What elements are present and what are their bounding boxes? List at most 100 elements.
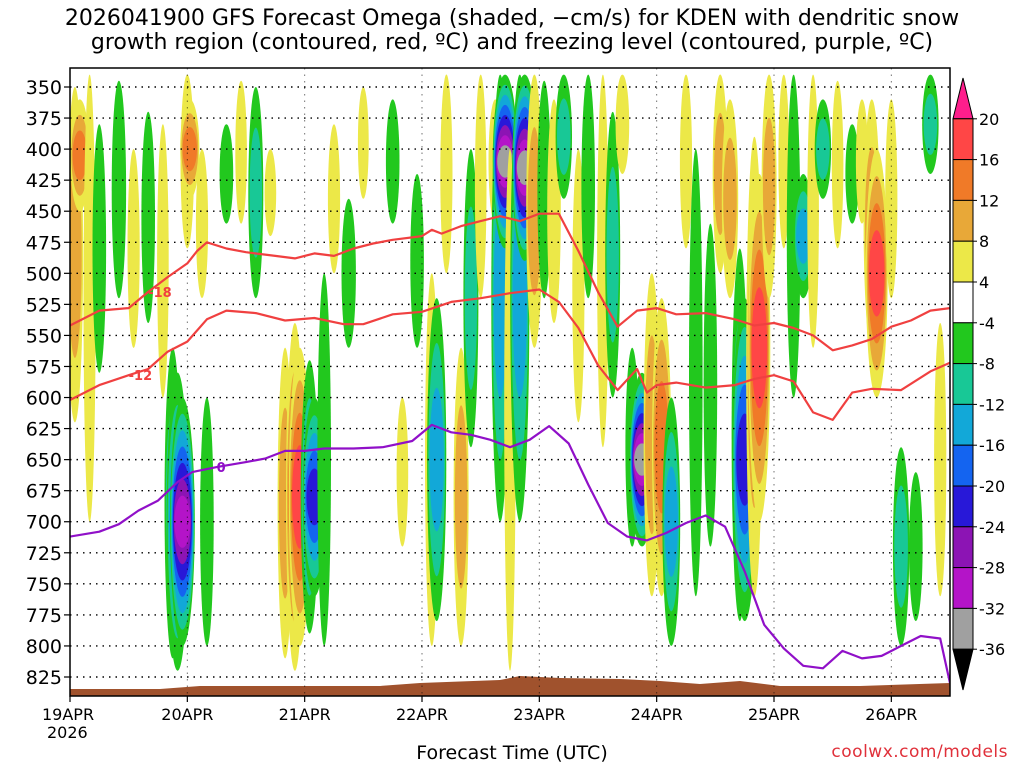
colorbar-swatch <box>952 159 974 201</box>
omega-cell <box>385 99 400 224</box>
colorbar-swatch <box>952 281 974 324</box>
omega-cell <box>92 124 107 373</box>
omega-cell <box>689 149 703 597</box>
pressure-axis: 350 375 400 425 450 475 500 525 550 575 600 625 650 6… <box>26 77 70 689</box>
colorbar-swatch <box>952 607 974 650</box>
x-tick-label: 19APR <box>42 705 94 724</box>
y-tick-label: 725 <box>26 543 62 565</box>
omega-cell <box>83 74 96 522</box>
omega-cell <box>174 495 191 548</box>
colorbar-swatch <box>952 444 974 487</box>
omega-cell <box>703 223 718 547</box>
chart-title-line-1: 2026041900 GFS Forecast Omega (shaded, −… <box>64 6 960 31</box>
y-tick-label: 800 <box>26 636 62 658</box>
omega-cell <box>327 124 341 274</box>
omega-cell <box>264 149 277 237</box>
omega-cell <box>615 74 630 174</box>
colorbar-swatch <box>952 322 974 365</box>
omega-cell <box>923 93 938 155</box>
chart-title-line-2: growth region (contoured, red, ºC) and f… <box>90 30 934 55</box>
y-tick-label: 350 <box>26 77 62 99</box>
omega-cell <box>723 137 737 260</box>
plot-frame <box>69 67 951 697</box>
x-tick-label: 26APR <box>865 705 917 724</box>
omega-cell <box>111 80 127 299</box>
colorbar-label: -12 <box>979 395 1005 414</box>
temperature-contours: -18 -12 0 <box>70 212 950 684</box>
contour-label: -12 <box>129 369 153 384</box>
y-tick-label: 625 <box>26 419 62 441</box>
y-tick-label: 500 <box>26 263 62 285</box>
y-tick-label: 750 <box>26 574 62 596</box>
contour-label: 0 <box>217 461 226 476</box>
omega-cell <box>762 117 776 256</box>
contour-label: -18 <box>148 286 172 301</box>
colorbar-swatch <box>952 567 974 609</box>
colorbar-label: 4 <box>979 273 989 292</box>
omega-cell <box>597 74 609 448</box>
colorbar-label: 20 <box>979 110 999 129</box>
terrain-strip <box>70 676 950 696</box>
terrain-fill <box>70 676 950 696</box>
y-tick-label: 825 <box>26 667 62 689</box>
omega-cell <box>341 198 356 348</box>
omega-cell <box>182 127 197 172</box>
omega-cell <box>396 397 409 547</box>
y-tick-label: 475 <box>26 232 62 254</box>
colorbar-label: -24 <box>979 518 1005 537</box>
y-tick-label: 400 <box>26 139 62 161</box>
colorbar-swatch <box>952 199 974 242</box>
omega-cell <box>831 80 844 249</box>
omega-cell <box>493 198 507 398</box>
colorbar-top-arrow <box>952 77 974 120</box>
colorbar-bottom-arrow <box>952 648 974 691</box>
colorbar-label: -16 <box>979 436 1005 455</box>
colorbar-swatch <box>952 363 974 405</box>
omega-cell <box>816 118 830 180</box>
omega-cell <box>357 86 369 199</box>
omega-shading <box>70 74 947 671</box>
y-tick-label: 600 <box>26 388 62 410</box>
colorbar-label: -36 <box>979 640 1005 659</box>
omega-cell <box>127 149 140 348</box>
omega-cell <box>72 130 88 181</box>
x-tick-label: 23APR <box>513 705 565 724</box>
colorbar-swatch <box>952 485 974 528</box>
colorbar-swatch <box>952 118 974 161</box>
y-tick-label: 375 <box>26 108 62 130</box>
y-tick-label: 425 <box>26 170 62 192</box>
omega-cell <box>934 323 947 597</box>
omega-cell <box>751 287 768 409</box>
omega-cell <box>581 74 595 299</box>
omega-cell <box>786 74 801 398</box>
omega-cell <box>664 466 678 577</box>
omega-cell <box>557 98 571 175</box>
y-tick-label: 650 <box>26 450 62 472</box>
x-tick-label: 21APR <box>279 705 331 724</box>
y-tick-label: 550 <box>26 325 62 347</box>
x-tick-label: 24APR <box>631 705 683 724</box>
omega-cell <box>219 124 234 224</box>
omega-cell <box>195 149 209 299</box>
omega-cell <box>440 74 453 274</box>
x-tick-label: 20APR <box>161 705 213 724</box>
y-tick-label: 525 <box>26 294 62 316</box>
credit-link[interactable]: coolwx.com/models <box>831 742 1008 762</box>
day-gridlines <box>186 68 892 696</box>
colorbar: 20 16 12 8 4 -4 -8 -12 -16 -20 -24 -28 -32 -36 <box>952 77 1005 691</box>
x-tick-label: 22APR <box>396 705 448 724</box>
dendritic-contour-line <box>70 288 950 421</box>
omega-cell <box>572 149 585 423</box>
omega-cell <box>249 127 262 258</box>
omega-cell <box>909 472 923 622</box>
colorbar-swatch <box>952 526 974 569</box>
colorbar-label: -20 <box>979 477 1005 496</box>
y-tick-label: 775 <box>26 605 62 627</box>
omega-cell <box>464 206 478 390</box>
colorbar-label: -32 <box>979 599 1005 618</box>
colorbar-label: 12 <box>979 191 999 210</box>
omega-cell <box>235 80 247 224</box>
colorbar-label: -8 <box>979 355 995 374</box>
